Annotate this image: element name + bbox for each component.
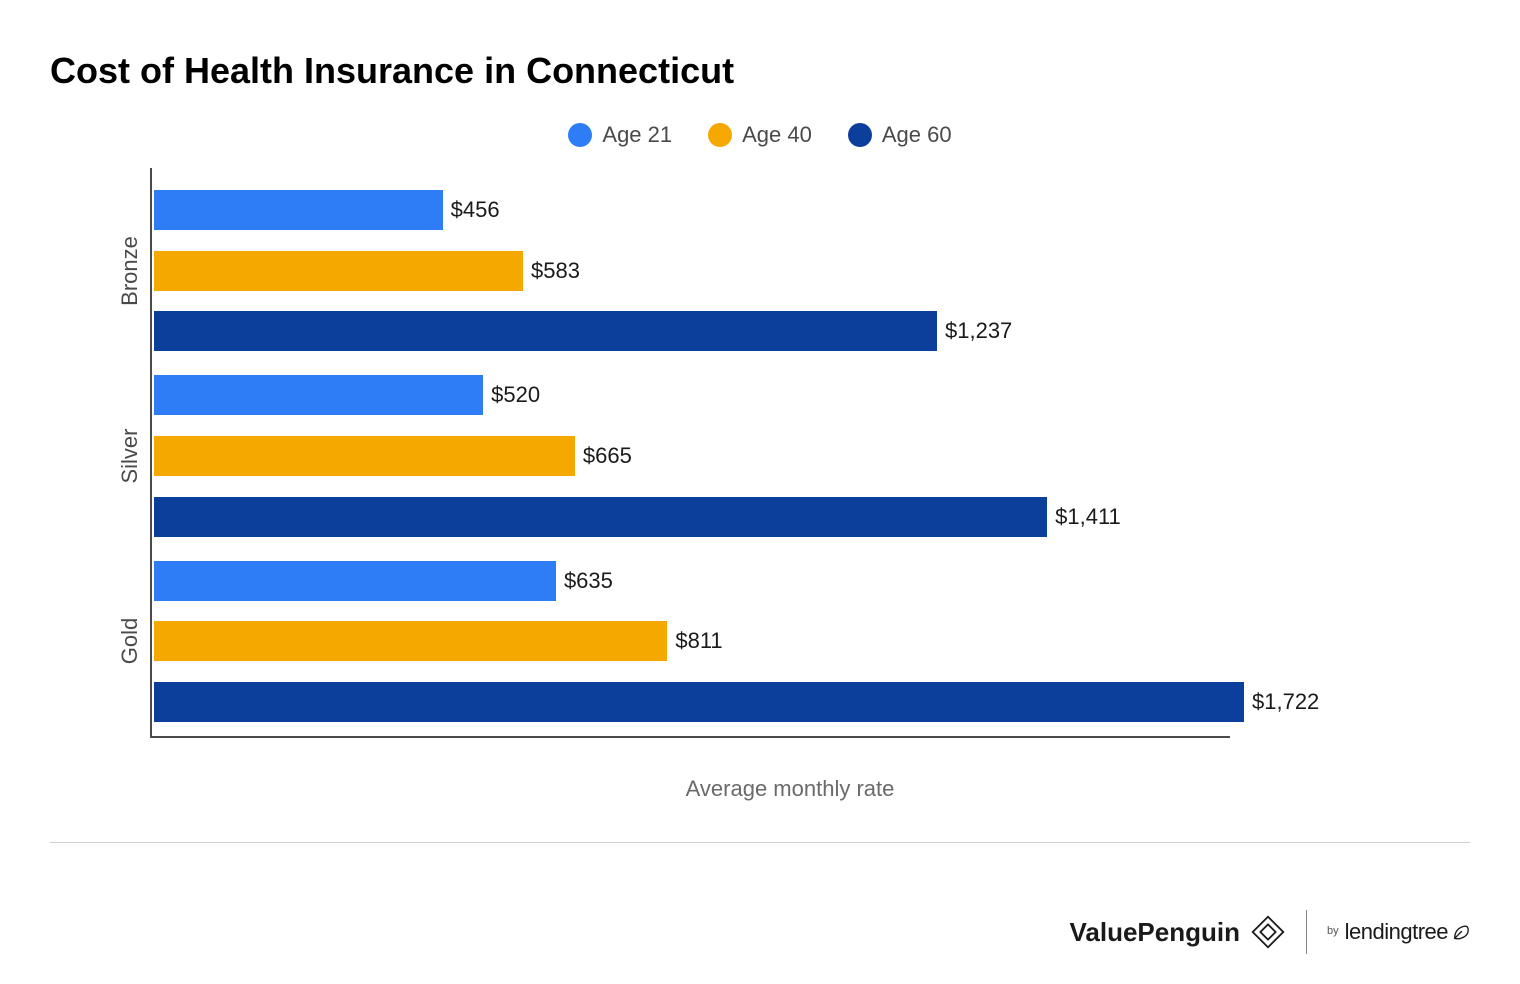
legend-item-age60: Age 60 (848, 122, 952, 148)
bar-gold-age21 (154, 561, 556, 601)
legend-dot-icon (568, 123, 592, 147)
chart-area: Bronze $456 $583 $1,237 (110, 168, 1470, 758)
legend-label: Age 60 (882, 122, 952, 148)
bar-row: $456 (154, 190, 1470, 230)
bar-value-label: $665 (583, 443, 632, 469)
bar-row: $1,237 (154, 311, 1470, 351)
bar-value-label: $1,237 (945, 318, 1012, 344)
y-axis (150, 168, 152, 738)
bar-row: $520 (154, 375, 1470, 415)
legend: Age 21 Age 40 Age 60 (50, 122, 1470, 148)
x-axis (150, 736, 1230, 738)
leaf-icon (1452, 923, 1470, 941)
bar-row: $1,722 (154, 682, 1470, 722)
bar-value-label: $635 (564, 568, 613, 594)
bar-silver-age21 (154, 375, 483, 415)
bar-row: $665 (154, 436, 1470, 476)
footer: ValuePenguin by lendingtree (1070, 910, 1471, 954)
valuepenguin-icon (1250, 914, 1286, 950)
valuepenguin-logo: ValuePenguin (1070, 914, 1287, 950)
bar-value-label: $1,722 (1252, 689, 1319, 715)
bar-gold-age40 (154, 621, 667, 661)
x-axis-label: Average monthly rate (110, 776, 1470, 802)
brand-text: lendingtree (1345, 919, 1448, 945)
legend-item-age21: Age 21 (568, 122, 672, 148)
group-bronze: Bronze $456 $583 $1,237 (154, 178, 1470, 363)
bar-bronze-age60 (154, 311, 937, 351)
bar-value-label: $520 (491, 382, 540, 408)
bar-value-label: $1,411 (1055, 504, 1121, 530)
legend-dot-icon (708, 123, 732, 147)
category-label: Gold (117, 591, 143, 691)
group-silver: Silver $520 $665 $1,411 (154, 363, 1470, 548)
bar-row: $583 (154, 251, 1470, 291)
divider (50, 842, 1470, 843)
bar-silver-age40 (154, 436, 575, 476)
category-label: Bronze (117, 221, 143, 321)
bar-bronze-age21 (154, 190, 443, 230)
bar-value-label: $811 (675, 628, 722, 654)
bar-silver-age60 (154, 497, 1047, 537)
bar-row: $811 (154, 621, 1470, 661)
legend-dot-icon (848, 123, 872, 147)
bar-groups: Bronze $456 $583 $1,237 (154, 178, 1470, 734)
separator (1306, 910, 1307, 954)
brand-text: ValuePenguin (1070, 917, 1241, 948)
legend-label: Age 21 (602, 122, 672, 148)
bar-bronze-age40 (154, 251, 523, 291)
category-label: Silver (117, 406, 143, 506)
group-gold: Gold $635 $811 $1,722 (154, 549, 1470, 734)
by-label: by (1327, 925, 1339, 937)
bar-gold-age60 (154, 682, 1244, 722)
bar-row: $1,411 (154, 497, 1470, 537)
bar-value-label: $583 (531, 258, 580, 284)
bar-value-label: $456 (451, 197, 500, 223)
lendingtree-logo: by lendingtree (1327, 919, 1470, 945)
legend-label: Age 40 (742, 122, 812, 148)
legend-item-age40: Age 40 (708, 122, 812, 148)
chart-title: Cost of Health Insurance in Connecticut (50, 50, 1470, 92)
bar-row: $635 (154, 561, 1470, 601)
